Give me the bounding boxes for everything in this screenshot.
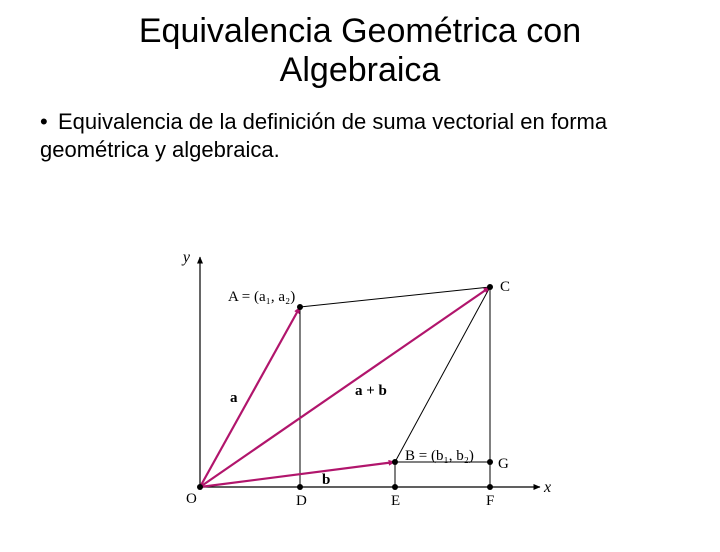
svg-text:O: O [186, 491, 197, 507]
svg-text:C: C [500, 279, 510, 295]
vector-diagram: x y a b a + b O A = (a₁, a₂) C B = (b₁, b₂) G D E F [160, 242, 560, 532]
bullet-text: Equivalencia de la definición de suma ve… [40, 109, 607, 162]
slide-title-line1: Equivalencia Geométrica con [139, 12, 581, 50]
bullet-marker: • [40, 108, 58, 136]
svg-text:y: y [181, 249, 191, 266]
svg-text:A = (a₁, a₂): A = (a₁, a₂) [228, 289, 295, 305]
svg-text:x: x [543, 479, 551, 496]
svg-text:F: F [486, 493, 494, 509]
vector-diagram-svg: x y a b a + b O A = (a₁, a₂) C B = (b₁, b₂) G D E F [160, 242, 560, 532]
svg-text:b: b [322, 472, 330, 488]
svg-text:a: a [230, 390, 238, 406]
svg-text:E: E [391, 493, 400, 509]
slide-title-line2: Algebraica [280, 51, 441, 89]
svg-text:D: D [296, 493, 307, 509]
svg-text:B = (b₁, b₂): B = (b₁, b₂) [405, 448, 474, 464]
slide-title: Equivalencia Geométrica con Algebraica [40, 12, 680, 90]
bullet-block: •Equivalencia de la definición de suma v… [40, 108, 680, 163]
svg-text:G: G [498, 456, 509, 472]
svg-text:a + b: a + b [355, 383, 387, 399]
